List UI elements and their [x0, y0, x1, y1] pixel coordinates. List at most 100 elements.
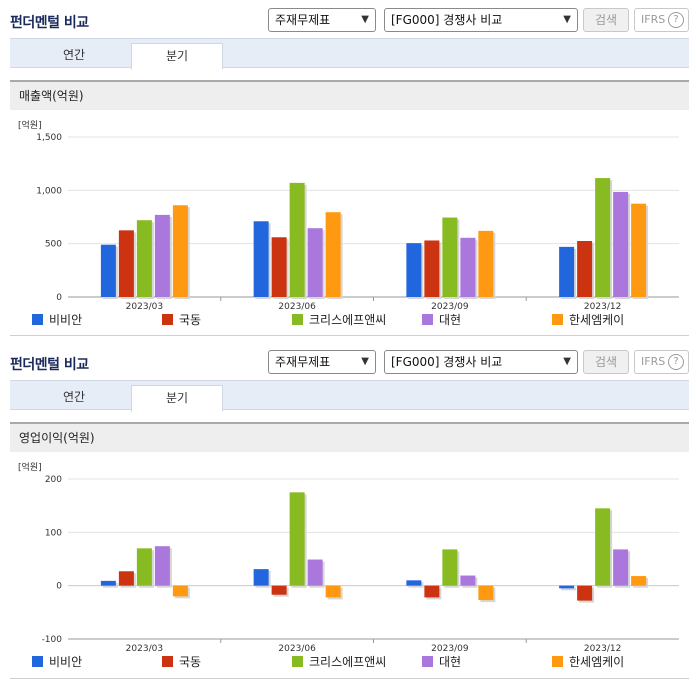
y-tick-label: 1,500 [36, 133, 62, 143]
search-button[interactable]: 검색 [583, 350, 629, 374]
bar[interactable] [118, 571, 134, 586]
bar[interactable] [442, 217, 458, 297]
legend-swatch [162, 656, 173, 667]
ifrs-label: IFRS [641, 13, 666, 26]
tab-quarterly[interactable]: 분기 [131, 385, 223, 412]
bar-shadow [561, 587, 577, 591]
bar[interactable] [424, 240, 440, 297]
y-tick-label: 0 [56, 293, 62, 303]
legend-swatch [32, 656, 43, 667]
x-tick-label: 2023/12 [584, 644, 621, 654]
help-icon[interactable]: ? [668, 12, 684, 28]
legend-item[interactable]: 한세엠케이 [552, 312, 624, 328]
peer-group-select[interactable]: [FG000] 경쟁사 비교 ▼ [384, 8, 578, 32]
bar[interactable] [136, 548, 152, 586]
period-tabs: 연간 분기 [10, 380, 689, 412]
bar[interactable] [325, 212, 341, 297]
tab-annual[interactable]: 연간 [62, 48, 86, 62]
revenue-chart: 0 500 1,000 1,500 2023/03 2023/06 2023/09 2023/… [36, 133, 679, 312]
bar[interactable] [460, 237, 476, 297]
operating-profit-chart: -100 0 100 200 2023/03 2023/06 2023/09 2023/12 [42, 475, 679, 654]
metric-title: 영업이익(억원) [10, 422, 689, 452]
peer-group-select[interactable]: [FG000] 경쟁사 비교 ▼ [384, 350, 578, 374]
bar[interactable] [289, 182, 305, 297]
legend-swatch [422, 656, 433, 667]
legend-item[interactable]: 대현 [422, 654, 461, 670]
tab-annual[interactable]: 연간 [62, 390, 86, 404]
legend-item[interactable]: 국동 [162, 312, 201, 328]
legend-item[interactable]: 크리스에프앤씨 [292, 654, 386, 670]
legend-item[interactable]: 국동 [162, 654, 201, 670]
bar[interactable] [631, 576, 647, 586]
bar[interactable] [613, 549, 629, 586]
legend-item[interactable]: 대현 [422, 312, 461, 328]
legend-label: 국동 [179, 313, 202, 327]
bar[interactable] [631, 203, 647, 297]
peer-group-value: [FG000] 경쟁사 비교 [391, 355, 503, 369]
bar[interactable] [478, 230, 494, 297]
bar[interactable] [478, 585, 494, 601]
legend-label: 대현 [439, 655, 462, 669]
x-tick-label: 2023/09 [431, 302, 469, 312]
bar[interactable] [289, 492, 305, 586]
bar[interactable] [118, 230, 134, 297]
bar[interactable] [577, 585, 593, 601]
legend-swatch [292, 314, 303, 325]
search-button[interactable]: 검색 [583, 8, 629, 32]
ifrs-button[interactable]: IFRS? [634, 350, 689, 374]
bar[interactable] [271, 585, 287, 595]
legend-item[interactable]: 비비안 [32, 312, 82, 328]
divider [10, 335, 689, 336]
legend-item[interactable]: 크리스에프앤씨 [292, 312, 386, 328]
tab-quarterly[interactable]: 분기 [131, 43, 223, 70]
bar[interactable] [253, 221, 269, 297]
bar[interactable] [595, 508, 611, 586]
bar[interactable] [154, 214, 170, 297]
bar[interactable] [136, 220, 152, 297]
bar[interactable] [424, 585, 440, 598]
metric-title: 매출액(억원) [10, 80, 689, 110]
legend-swatch [422, 314, 433, 325]
bar[interactable] [595, 178, 611, 297]
statement-type-value: 주재무제표 [275, 355, 331, 369]
bar[interactable] [100, 244, 116, 297]
bar[interactable] [442, 549, 458, 586]
section-title: 펀더멘털 비교 [10, 15, 89, 31]
y-tick-label: 0 [56, 582, 62, 592]
bar[interactable] [460, 575, 476, 586]
x-tick-label: 2023/06 [278, 302, 316, 312]
bar[interactable] [406, 243, 422, 297]
legend-swatch [552, 656, 563, 667]
y-tick-label: 200 [45, 475, 62, 485]
bar[interactable] [325, 585, 341, 598]
legend-label: 비비안 [49, 655, 83, 669]
help-icon[interactable]: ? [668, 354, 684, 370]
statement-type-select[interactable]: 주재무제표 ▼ [268, 8, 376, 32]
fundamental-section-operating-profit: 펀더멘털 비교 주재무제표 ▼ [FG000] 경쟁사 비교 ▼ 검색 IFRS? … [0, 342, 696, 684]
section-title: 펀더멘털 비교 [10, 357, 89, 373]
y-tick-label: 500 [45, 240, 62, 250]
bar[interactable] [406, 580, 422, 586]
bar[interactable] [307, 228, 323, 297]
ifrs-button[interactable]: IFRS? [634, 8, 689, 32]
legend-item[interactable]: 비비안 [32, 654, 82, 670]
bar[interactable] [172, 585, 188, 597]
statement-type-select[interactable]: 주재무제표 ▼ [268, 350, 376, 374]
bar[interactable] [613, 191, 629, 297]
bar[interactable] [172, 205, 188, 297]
chevron-down-icon: ▼ [563, 14, 571, 25]
chevron-down-icon: ▼ [563, 356, 571, 367]
x-tick-label: 2023/03 [126, 644, 163, 654]
legend-item[interactable]: 한세엠케이 [552, 654, 624, 670]
legend-label: 크리스에프앤씨 [309, 313, 387, 327]
bar[interactable] [271, 237, 287, 297]
bar[interactable] [559, 246, 575, 297]
bar[interactable] [154, 546, 170, 586]
bar[interactable] [577, 241, 593, 297]
bar[interactable] [307, 559, 323, 586]
x-tick-label: 2023/12 [584, 302, 621, 312]
bar[interactable] [253, 569, 269, 586]
bar[interactable] [559, 585, 575, 589]
period-tabs: 연간 분기 [10, 38, 689, 70]
bar[interactable] [100, 580, 116, 586]
